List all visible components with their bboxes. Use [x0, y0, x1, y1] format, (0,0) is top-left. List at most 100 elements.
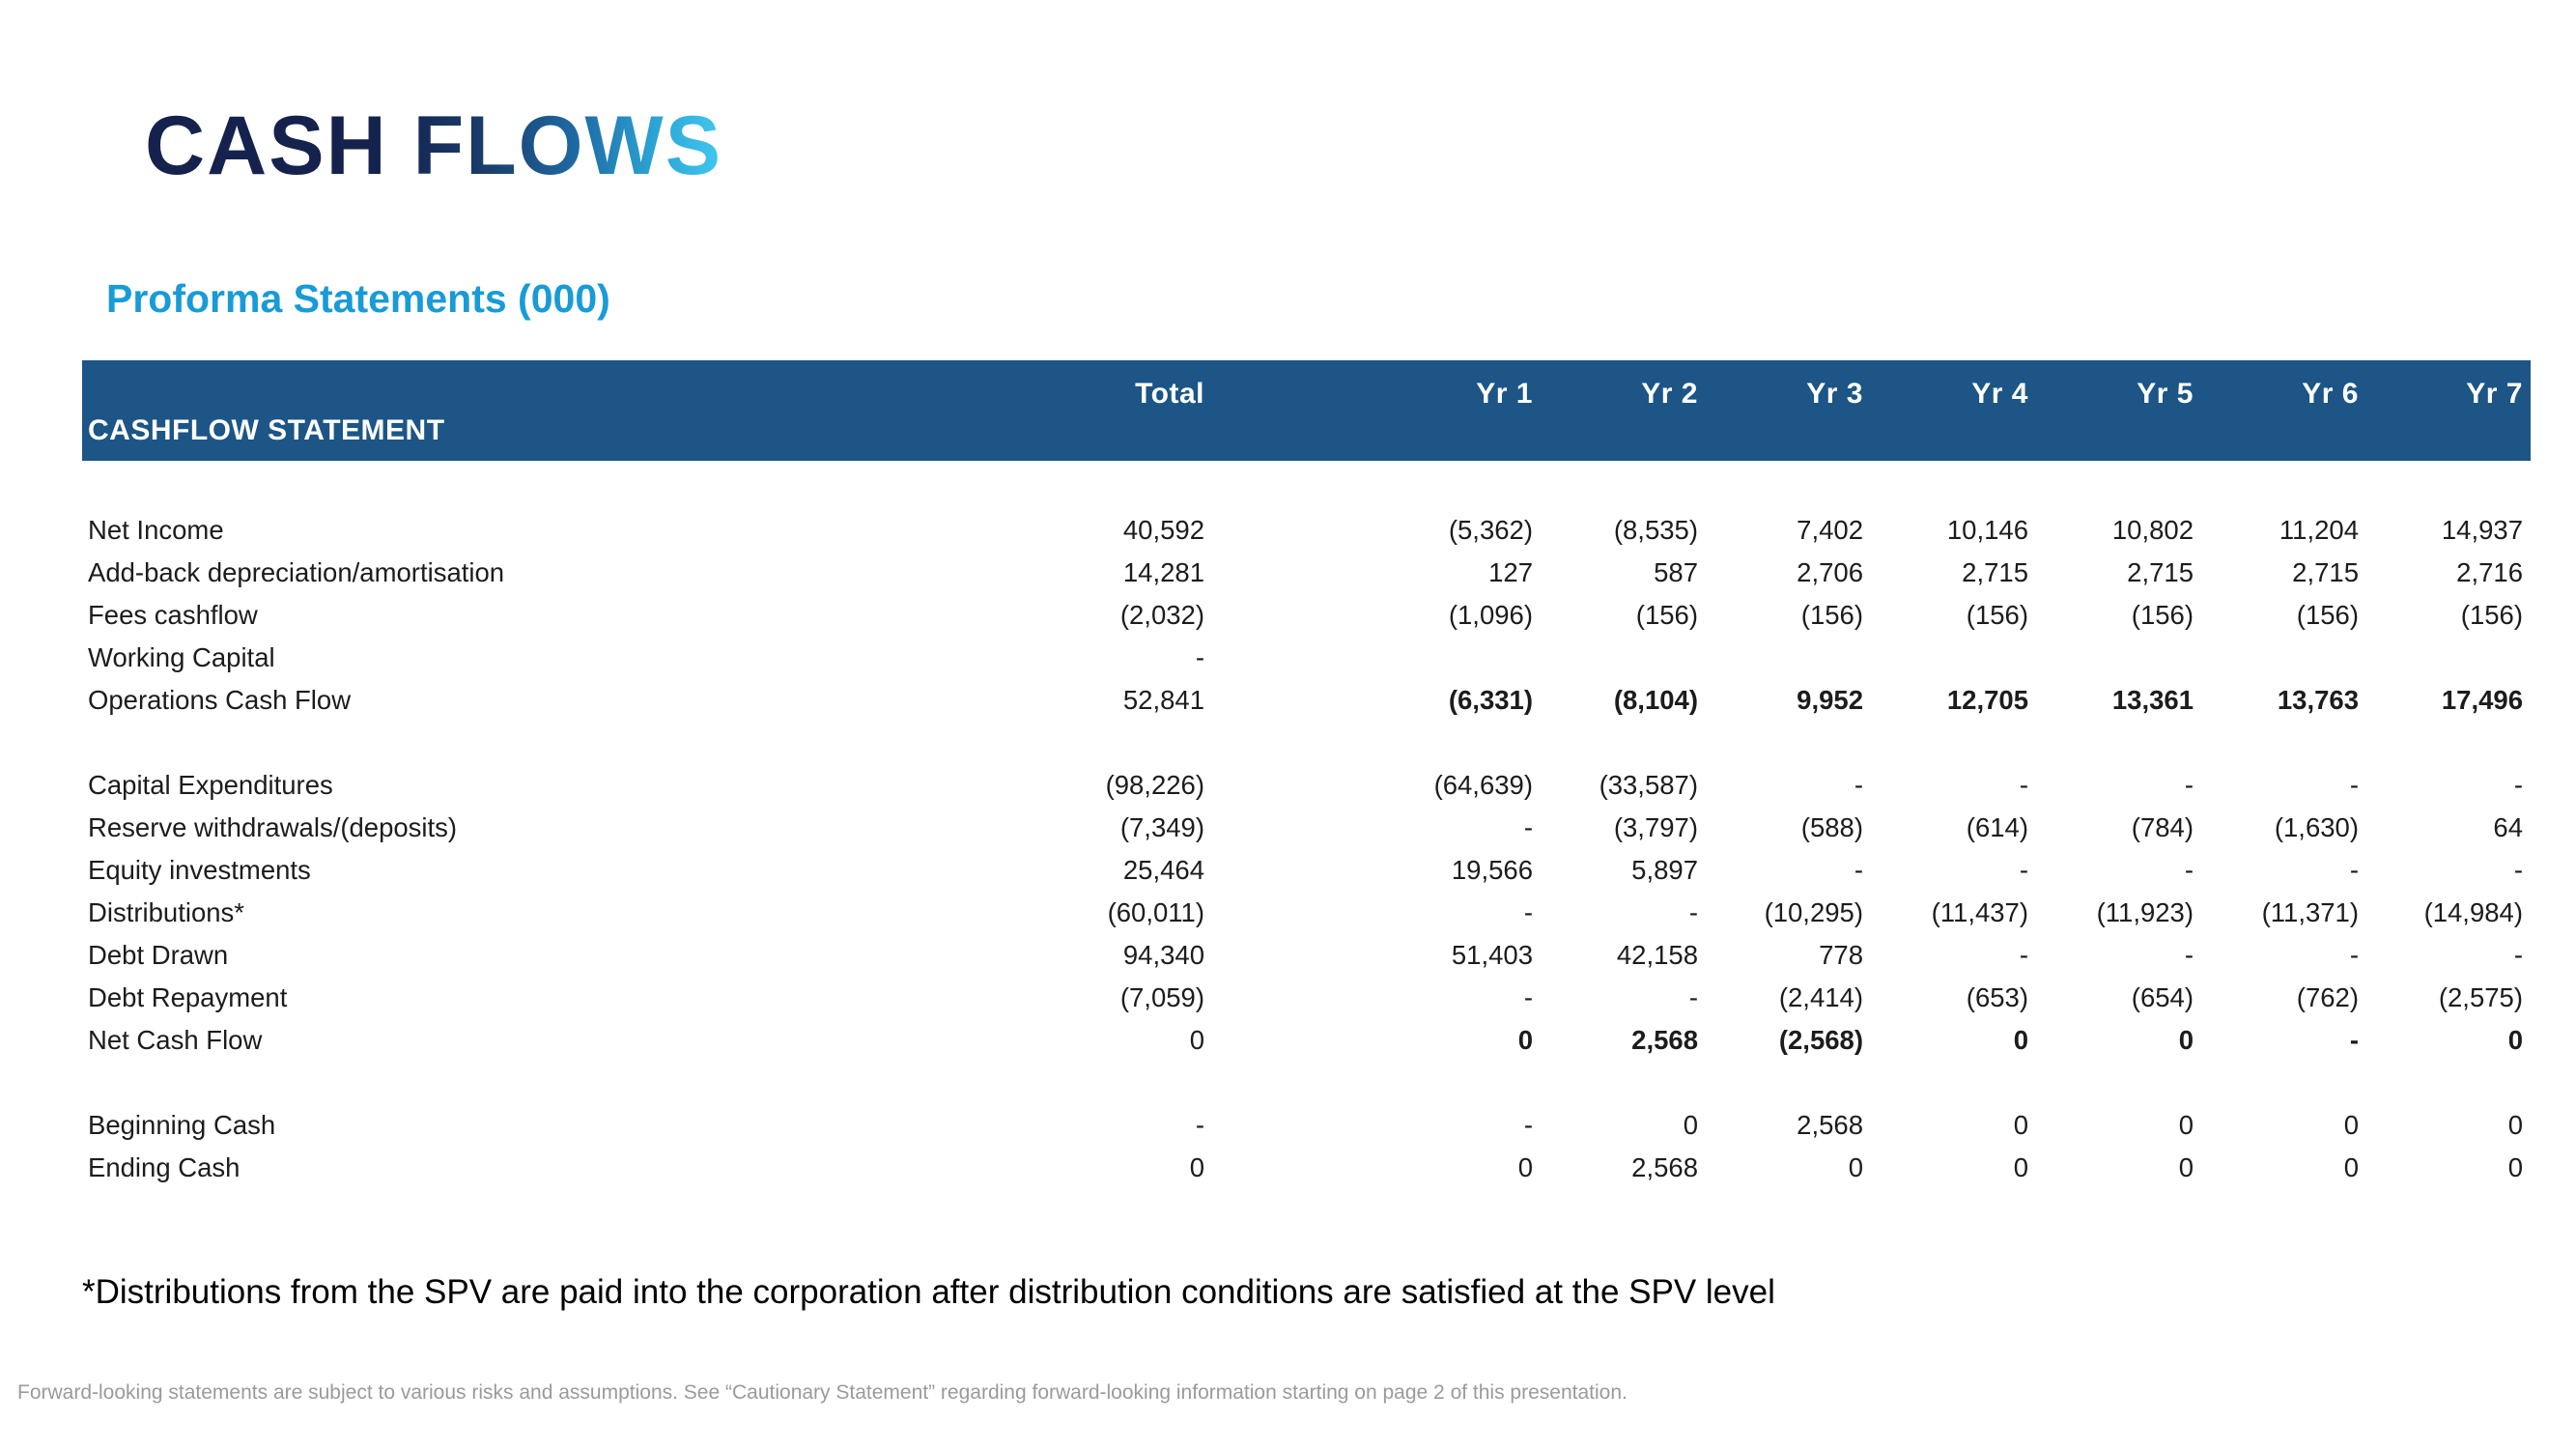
cell-value: -	[2019, 770, 2028, 800]
column-header-yr-5: Yr 5	[2137, 378, 2194, 410]
cell-value: -	[2349, 940, 2359, 970]
cell-value: 14,937	[2441, 515, 2523, 545]
cell-value: (2,568)	[1778, 1025, 1863, 1055]
cell-value: (588)	[1800, 812, 1863, 842]
cell-value: 127	[1488, 557, 1533, 587]
cell-value: (762)	[2296, 982, 2359, 1012]
table-header-row: CASHFLOW STATEMENT Total Yr 1 Yr 2 Yr 3 Yr 4…	[82, 360, 2531, 461]
cell-value: 2,568	[1797, 1110, 1863, 1140]
cell-value: -	[2513, 940, 2523, 970]
cell-value: (14,984)	[2423, 897, 2523, 927]
cell-value: 0	[1848, 1152, 1863, 1182]
cell-value: -	[2184, 855, 2194, 885]
spacer-cell	[82, 1062, 2531, 1104]
spacer-cell	[82, 461, 2531, 509]
cell-value: 17,496	[2441, 685, 2523, 715]
spacer-row	[82, 722, 2531, 764]
cell-value: 5,897	[1631, 855, 1698, 885]
cell-value: (6,331)	[1448, 685, 1533, 715]
cell-value: (653)	[1966, 982, 2028, 1012]
spacer-row	[82, 1062, 2531, 1104]
cell-value: 0	[2178, 1110, 2194, 1140]
column-header-yr-4: Yr 4	[1971, 378, 2028, 410]
cell-value: -	[2513, 855, 2523, 885]
row-label: Distributions*	[88, 897, 245, 927]
disclaimer: Forward-looking statements are subject t…	[17, 1381, 1628, 1404]
cell-value: -	[1195, 642, 1204, 672]
cell-value: (2,414)	[1778, 982, 1863, 1012]
cell-value	[1871, 637, 2036, 679]
table-row: Beginning Cash - - 0 2,568 0 0 0 0	[82, 1104, 2531, 1147]
table-row: Net Income 40,592 (5,362) (8,535) 7,402 10,14…	[82, 509, 2531, 552]
cell-value: (784)	[2131, 812, 2194, 842]
table-row: Ending Cash 0 0 2,568 0 0 0 0 0	[82, 1147, 2531, 1189]
cell-value: -	[1523, 982, 1533, 1012]
cell-value: -	[2019, 855, 2028, 885]
column-header-yr-2: Yr 2	[1641, 378, 1698, 410]
cell-value: 10,146	[1946, 515, 2028, 545]
cell-value: 13,763	[2277, 685, 2359, 715]
cell-value: -	[1688, 982, 1698, 1012]
cell-value: 10,802	[2111, 515, 2194, 545]
page-title: CASH FLOWS	[145, 99, 723, 192]
table-row: Working Capital -	[82, 637, 2531, 679]
cell-value: 7,402	[1797, 515, 1863, 545]
cell-value: 94,340	[1122, 940, 1204, 970]
cell-value: 14,281	[1122, 557, 1204, 587]
cell-value: 0	[2507, 1110, 2523, 1140]
cell-value	[2366, 637, 2531, 679]
cell-value: 9,952	[1797, 685, 1863, 715]
table-row: Equity investments 25,464 19,566 5,897 - - - - -	[82, 849, 2531, 892]
cell-value: 19,566	[1451, 855, 1533, 885]
cell-value: 0	[1683, 1110, 1698, 1140]
cell-value: 64	[2493, 812, 2523, 842]
section-title: CASHFLOW STATEMENT	[88, 414, 445, 446]
cell-value: (2,032)	[1119, 600, 1204, 630]
cell-value	[2036, 637, 2201, 679]
cell-value: 0	[1517, 1152, 1533, 1182]
column-header-yr-6: Yr 6	[2302, 378, 2359, 410]
cell-value: (156)	[1800, 600, 1863, 630]
cell-value: 52,841	[1122, 685, 1204, 715]
cell-value: 2,715	[2127, 557, 2194, 587]
page-subtitle: Proforma Statements (000)	[106, 276, 610, 321]
cell-value: (654)	[2131, 982, 2194, 1012]
row-label: Equity investments	[88, 855, 311, 885]
cell-value: (3,797)	[1613, 812, 1698, 842]
cell-value: 12,705	[1946, 685, 2028, 715]
cell-value: -	[2184, 770, 2194, 800]
cell-value: 0	[2013, 1152, 2028, 1182]
cell-value: (10,295)	[1764, 897, 1863, 927]
cell-value: 2,568	[1631, 1025, 1698, 1055]
table-row: Net Cash Flow 0 0 2,568 (2,568) 0 0 - 0	[82, 1019, 2531, 1062]
cell-value: 0	[2343, 1110, 2359, 1140]
cell-value: (156)	[2131, 600, 2194, 630]
cell-value: (5,362)	[1448, 515, 1533, 545]
table-row: Reserve withdrawals/(deposits) (7,349) - (3…	[82, 807, 2531, 849]
cell-value	[1541, 637, 1706, 679]
cell-value: -	[1688, 897, 1698, 927]
cell-value: (1,630)	[2274, 812, 2359, 842]
cell-value: 11,204	[2279, 515, 2359, 545]
table-row: Capital Expenditures (98,226) (64,639) (33,…	[82, 764, 2531, 807]
cell-value: 778	[1819, 940, 1863, 970]
row-label: Working Capital	[88, 642, 275, 672]
table-body: Net Income 40,592 (5,362) (8,535) 7,402 10,14…	[82, 461, 2531, 1189]
cell-value: (33,587)	[1599, 770, 1698, 800]
cell-value: -	[2349, 855, 2359, 885]
spacer-row	[82, 461, 2531, 509]
cell-value: -	[2349, 770, 2359, 800]
table-row: Operations Cash Flow 52,841 (6,331) (8,104)…	[82, 679, 2531, 722]
cell-value: 0	[2343, 1152, 2359, 1182]
cell-value: -	[2513, 770, 2523, 800]
cell-value: (1,096)	[1448, 600, 1533, 630]
column-header-yr-1: Yr 1	[1476, 378, 1533, 410]
table-row: Distributions* (60,011) - - (10,295) (11,437)…	[82, 892, 2531, 934]
table-row: Fees cashflow (2,032) (1,096) (156) (156) (15…	[82, 594, 2531, 637]
cell-value: 0	[2507, 1025, 2523, 1055]
cell-value: (156)	[1635, 600, 1698, 630]
cell-value: (11,437)	[1931, 897, 2028, 927]
cell-value: 13,361	[2111, 685, 2194, 715]
cell-value: 2,568	[1631, 1152, 1698, 1182]
